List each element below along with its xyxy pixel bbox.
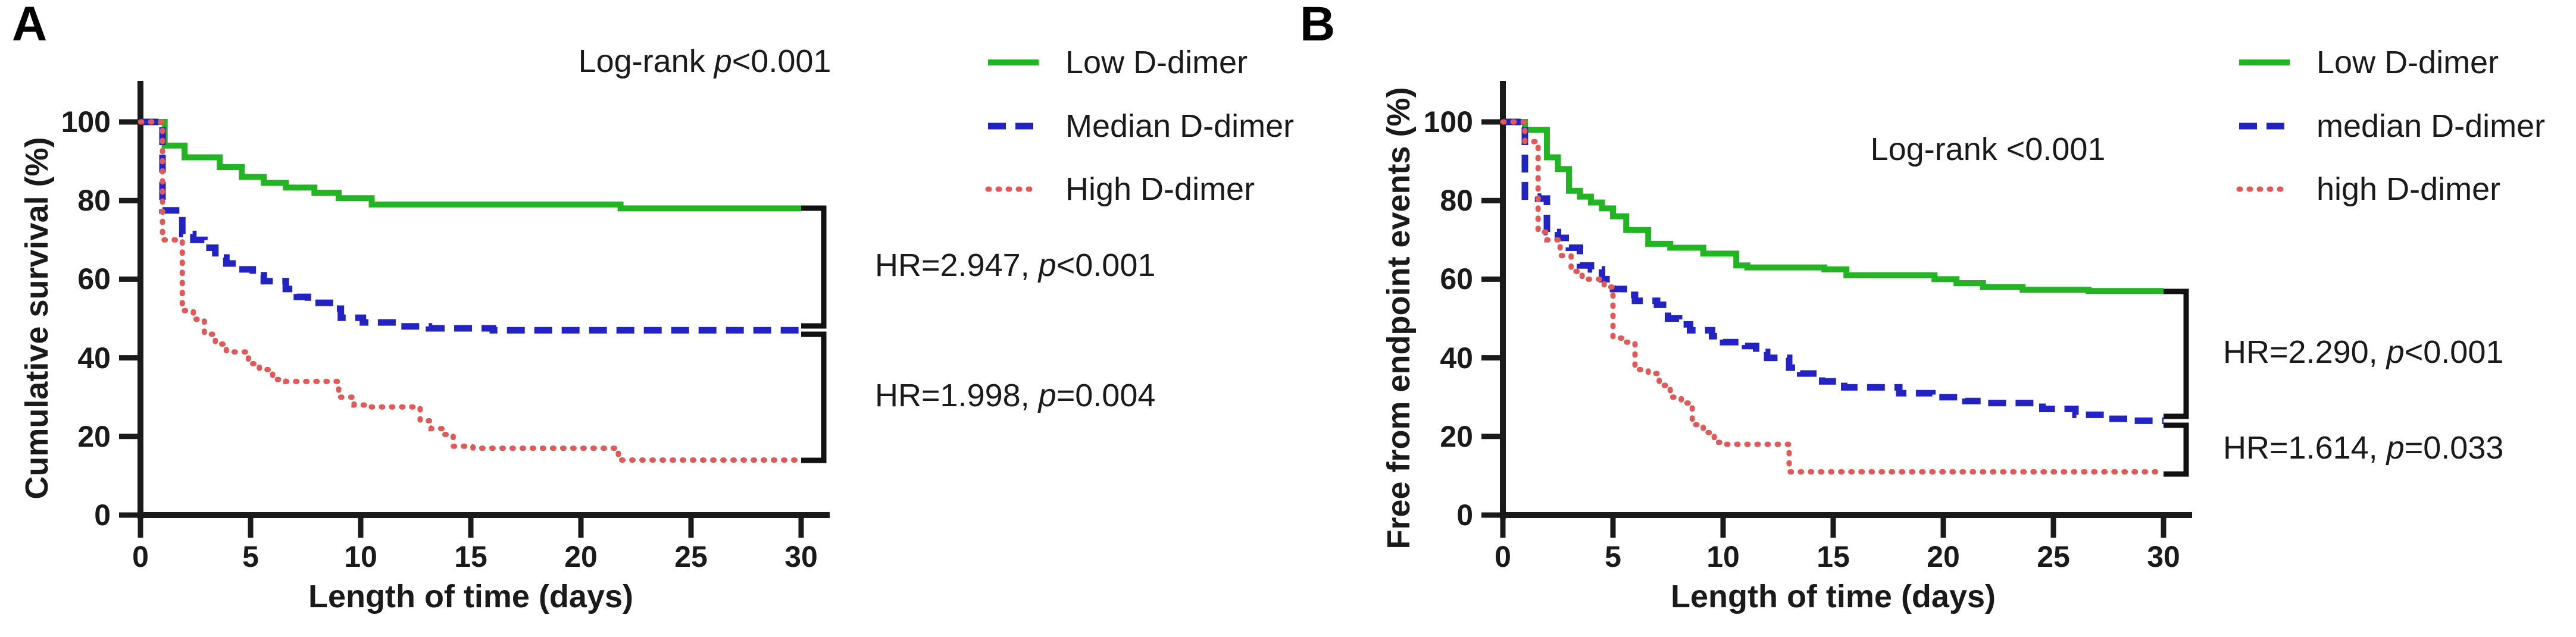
hr-top-text-b: HR=2.290, xyxy=(2223,334,2387,370)
y-tick-label: 0 xyxy=(94,498,111,532)
x-tick-label: 0 xyxy=(132,540,149,573)
hr-bottom-p-b: p xyxy=(2386,430,2405,466)
legend-item-low-b: Low D-dimer xyxy=(2236,42,2499,83)
x-tick-label: 10 xyxy=(344,540,377,573)
y-tick-label: 40 xyxy=(1440,341,1473,375)
hr-top-value-b: <0.001 xyxy=(2404,334,2504,370)
hr-top-text-a: HR=2.947, xyxy=(875,247,1039,283)
hr-bottom-p-a: p xyxy=(1038,378,1056,413)
legend-item-high-b: high D-dimer xyxy=(2236,168,2500,210)
y-axis-title-b: Free from endpoint events (%) xyxy=(1381,87,1417,550)
legend-item-median-a: Median D-dimer xyxy=(985,105,1294,147)
legend-label-median-b: median D-dimer xyxy=(2316,108,2546,144)
x-axis-title-a: Length of time (days) xyxy=(308,579,633,614)
x-tick-label: 30 xyxy=(784,540,818,573)
x-tick-label: 15 xyxy=(1817,540,1850,573)
km-curve-low-d-dimer xyxy=(140,119,801,212)
y-tick-label: 80 xyxy=(77,184,111,218)
logrank-annotation-b: Log-rank <0.001 xyxy=(1690,131,2286,168)
x-tick-label: 10 xyxy=(1706,540,1740,573)
logrank-annotation-a: Log-rank p<0.001 xyxy=(407,43,1002,80)
km-curve-low-d-dimer xyxy=(1503,119,2164,294)
legend-label-median-a: Median D-dimer xyxy=(1065,108,1295,144)
hr-annotation-bottom-a: HR=1.998, p=0.004 xyxy=(875,377,1155,414)
x-tick-label: 15 xyxy=(454,540,487,573)
logrank-value-a: <0.001 xyxy=(731,43,831,79)
x-tick-label: 20 xyxy=(564,540,598,573)
y-tick-label: 100 xyxy=(1423,105,1473,139)
hr-bottom-text-b: HR=1.614, xyxy=(2223,430,2387,466)
logrank-p-a: p xyxy=(714,43,732,79)
hr-annotation-top-a: HR=2.947, p<0.001 xyxy=(875,247,1155,284)
x-tick-label: 30 xyxy=(2147,540,2180,573)
panel-letter-a: A xyxy=(12,0,48,51)
legend-item-low-a: Low D-dimer xyxy=(985,42,1248,83)
x-axis-title-b: Length of time (days) xyxy=(1670,579,1996,614)
legend-swatch-high-icon xyxy=(985,186,1042,192)
hr-bracket xyxy=(801,205,827,329)
hr-top-value-a: <0.001 xyxy=(1056,247,1156,283)
logrank-value-b: <0.001 xyxy=(2006,131,2106,167)
y-tick-label: 20 xyxy=(1440,419,1473,453)
legend-swatch-high-icon xyxy=(2236,186,2293,192)
hr-bracket xyxy=(2164,288,2189,419)
legend-label-low-b: Low D-dimer xyxy=(2316,45,2499,80)
x-tick-label: 5 xyxy=(242,540,259,573)
logrank-text-a: Log-rank xyxy=(578,43,714,79)
y-tick-label: 0 xyxy=(1456,498,1473,532)
hr-bracket xyxy=(801,331,827,463)
legend-label-low-a: Low D-dimer xyxy=(1065,45,1248,80)
legend-swatch-median-icon xyxy=(988,123,1039,130)
km-curve-high-d-dimer xyxy=(1500,119,2167,475)
km-curve-median-d-dimer xyxy=(1503,118,2164,424)
hr-top-p-a: p xyxy=(1038,247,1056,283)
km-curve-median-d-dimer xyxy=(140,118,801,334)
y-tick-label: 60 xyxy=(1440,262,1473,296)
x-tick-label: 25 xyxy=(2037,540,2070,573)
x-tick-label: 20 xyxy=(1927,540,1960,573)
y-tick-label: 40 xyxy=(77,341,111,375)
hr-bottom-value-b: =0.033 xyxy=(2404,430,2504,466)
y-tick-label: 100 xyxy=(61,105,111,139)
x-tick-label: 0 xyxy=(1495,540,1511,573)
x-tick-label: 25 xyxy=(674,540,708,573)
hr-annotation-bottom-b: HR=1.614, p=0.033 xyxy=(2223,429,2503,466)
y-tick-label: 20 xyxy=(77,419,111,453)
km-curve-high-d-dimer xyxy=(137,119,804,463)
x-tick-label: 5 xyxy=(1605,540,1621,573)
hr-annotation-top-b: HR=2.290, p<0.001 xyxy=(2223,334,2503,371)
legend-item-high-a: High D-dimer xyxy=(985,168,1255,210)
legend-swatch-low-icon xyxy=(988,59,1039,65)
legend-swatch-median-icon xyxy=(2239,123,2290,130)
y-tick-label: 60 xyxy=(77,262,111,296)
legend-label-high-b: high D-dimer xyxy=(2316,171,2501,207)
hr-bottom-value-a: =0.004 xyxy=(1056,378,1156,413)
panel-letter-b: B xyxy=(1300,0,1336,51)
hr-bottom-text-a: HR=1.998, xyxy=(875,378,1039,413)
legend-item-median-b: median D-dimer xyxy=(2236,105,2545,147)
y-tick-label: 80 xyxy=(1440,184,1473,218)
hr-top-p-b: p xyxy=(2386,334,2405,370)
legend-label-high-a: High D-dimer xyxy=(1065,171,1255,207)
hr-bracket xyxy=(2164,422,2189,477)
legend-swatch-low-icon xyxy=(2239,59,2290,65)
logrank-text-b: Log-rank xyxy=(1870,131,2006,167)
